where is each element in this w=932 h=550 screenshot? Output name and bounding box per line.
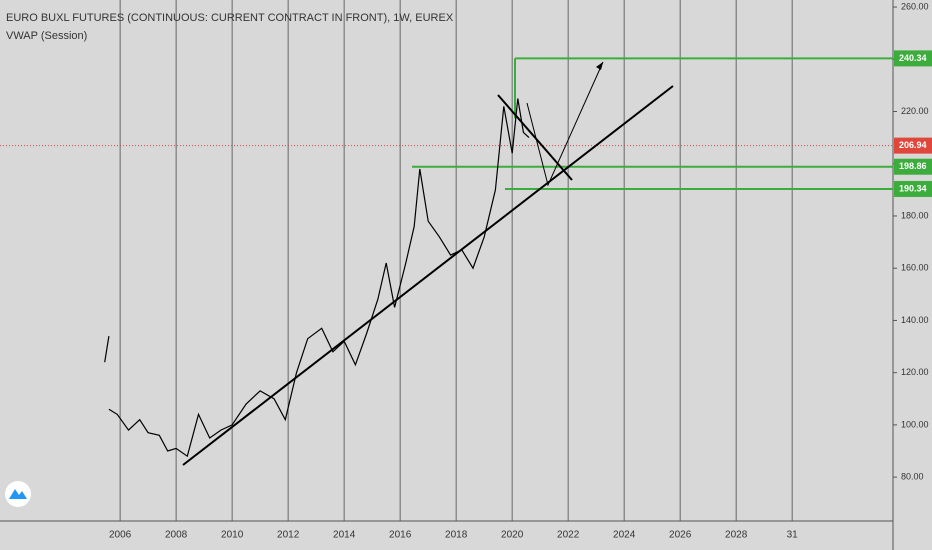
drawings [182,61,674,466]
x-tick-label: 2016 [389,530,412,541]
x-tick-label: 2026 [669,530,692,541]
projection-arrow [526,61,604,187]
y-tick-label: 180.00 [901,210,929,220]
price-label-bg [894,137,932,154]
x-tick-label: 2028 [725,530,748,541]
y-tick-label: 220.00 [901,106,929,116]
x-tick-label: 2008 [165,530,188,541]
x-tick-label: 2010 [221,530,244,541]
trend-line [497,94,573,181]
x-tick-label: 2006 [109,530,132,541]
indicator-label: VWAP (Session) [6,30,87,42]
x-tick-label: 2020 [501,530,524,541]
y-tick-label: 120.00 [901,367,929,377]
price-label: 240.34 [899,53,927,63]
price-label-bg [894,180,932,197]
chart-title: EURO BUXL FUTURES (CONTINUOUS: CURRENT C… [6,12,454,24]
arrow-head [596,62,603,70]
logo-mark [9,489,27,499]
logo [5,481,31,507]
x-tick-label: 2022 [557,530,580,541]
y-tick-label: 100.00 [901,419,929,429]
price-label-bg [894,158,932,175]
x-tick-label: 2024 [613,530,636,541]
price-label-bg [894,50,932,67]
price-label: 198.86 [899,161,927,171]
price-label: 206.94 [899,140,927,150]
y-tick-label: 140.00 [901,315,929,325]
x-tick-label: 31 [787,530,799,541]
y-tick-label: 260.00 [901,1,929,11]
price-label: 190.34 [899,183,927,193]
trend-line [182,85,674,466]
x-tick-label: 2012 [277,530,300,541]
y-tick-label: 80.00 [901,472,924,482]
y-tick-label: 160.00 [901,263,929,273]
x-tick-label: 2018 [445,530,468,541]
x-tick-label: 2014 [333,530,356,541]
price-line [104,98,530,458]
